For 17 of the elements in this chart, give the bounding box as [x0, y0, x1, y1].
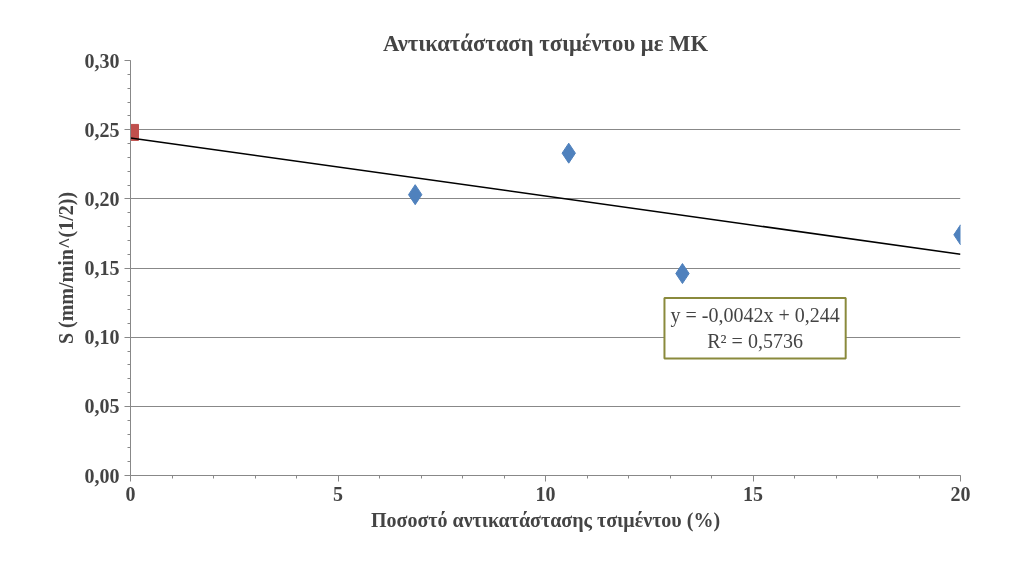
y-tick-label: 0,00	[84, 464, 120, 487]
x-tick-label: 5	[333, 482, 343, 505]
y-tick-label: 0,05	[84, 395, 120, 418]
y-axis-title: S (mm/min^(1/2))	[54, 191, 78, 345]
x-tick-label: 15	[743, 482, 763, 505]
y-tick-label: 0,30	[84, 49, 120, 72]
annotation: y = -0,0042x + 0,244	[670, 303, 840, 327]
y-tick-label: 0,15	[84, 257, 120, 279]
x-tick-label: 10	[535, 482, 556, 505]
y-tick-label: 0,25	[84, 118, 120, 141]
chart-title: Αντικατάσταση τσιμέντου με ΜΚ	[382, 30, 709, 56]
x-tick-label: 0	[125, 482, 136, 505]
annotation: R² = 0,5736	[707, 330, 803, 353]
y-tick-label: 0,20	[84, 187, 120, 210]
y-tick-label: 0,10	[84, 326, 120, 349]
x-axis-title: Ποσοστό αντικατάστασης τσιμέντου (%)	[370, 508, 721, 532]
x-tick-label: 20	[950, 482, 971, 505]
